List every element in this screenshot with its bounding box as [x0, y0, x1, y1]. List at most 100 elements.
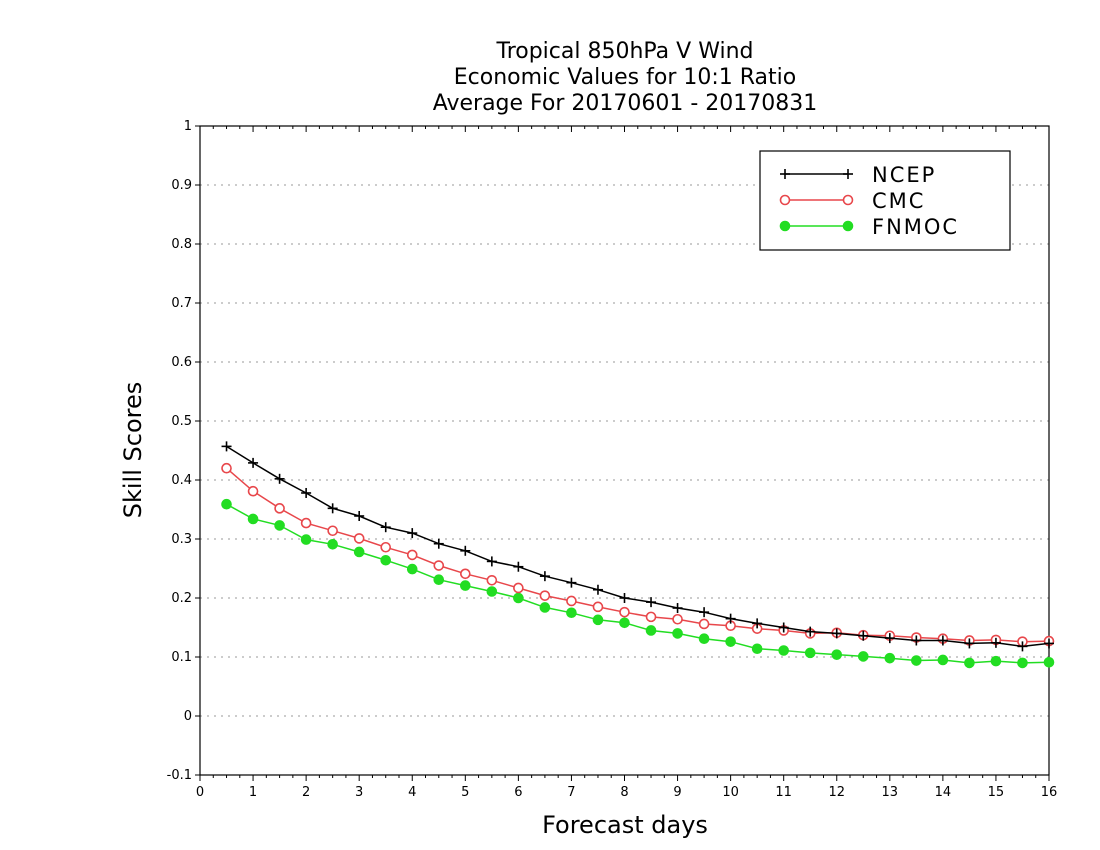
- x-tick-label: 15: [988, 785, 1005, 800]
- data-point-cmc: [380, 541, 392, 553]
- data-point-fnmoc: [964, 657, 975, 669]
- data-point-fnmoc: [911, 655, 922, 666]
- data-point-fnmoc: [672, 628, 683, 639]
- data-point-cmc: [672, 613, 683, 625]
- legend-marker-fnmoc: [842, 220, 854, 232]
- data-point-ncep: [380, 522, 391, 533]
- data-point-cmc: [619, 606, 630, 618]
- data-point-cmc: [486, 574, 498, 586]
- series-cmc: [221, 462, 1055, 647]
- data-point-ncep: [539, 571, 550, 582]
- data-point-ncep: [858, 630, 869, 641]
- data-point-ncep: [699, 607, 710, 618]
- x-tick-label: 2: [302, 785, 310, 800]
- data-point-fnmoc: [513, 592, 524, 604]
- data-point-cmc: [539, 590, 551, 601]
- y-tick-label: 0.1: [171, 650, 192, 665]
- x-tick-label: 14: [935, 785, 952, 800]
- data-point-ncep: [327, 503, 338, 514]
- data-point-ncep: [433, 538, 444, 549]
- data-point-ncep: [221, 441, 232, 452]
- legend-marker-cmc: [842, 194, 854, 206]
- y-tick-label: 0.6: [171, 355, 192, 370]
- data-point-ncep: [805, 626, 816, 637]
- data-point-fnmoc: [1043, 657, 1055, 668]
- x-tick-label: 8: [620, 785, 628, 800]
- legend-label-ncep: NCEP: [872, 163, 936, 187]
- data-point-ncep: [407, 528, 418, 539]
- chart-title-line-3: Average For 20170601 - 20170831: [433, 91, 818, 116]
- x-tick-label: 10: [722, 785, 739, 800]
- data-point-fnmoc: [353, 546, 365, 558]
- series-line-fnmoc: [226, 503, 1050, 664]
- data-point-ncep: [964, 638, 975, 649]
- data-point-cmc: [645, 611, 657, 623]
- y-tick-label: 0.7: [171, 296, 192, 311]
- y-tick-label: 1: [184, 119, 192, 134]
- data-point-fnmoc: [247, 513, 259, 525]
- data-point-fnmoc: [486, 586, 498, 597]
- x-tick-label: 4: [408, 785, 416, 800]
- data-point-fnmoc: [698, 633, 710, 645]
- data-point-ncep: [752, 618, 763, 629]
- x-tick-label: 5: [461, 785, 469, 800]
- x-axis-label: Forecast days: [542, 811, 708, 839]
- y-tick-label: 0: [184, 709, 192, 724]
- axes: -0.100.10.20.30.40.50.60.70.80.910 1 2 3 4 5 6…: [167, 119, 1058, 800]
- series-fnmoc: [221, 498, 1055, 669]
- data-point-ncep: [513, 561, 524, 572]
- data-point-fnmoc: [831, 649, 843, 660]
- legend-marker-cmc: [779, 194, 791, 206]
- data-point-fnmoc: [804, 647, 816, 659]
- x-tick-label: 7: [567, 785, 575, 800]
- data-point-ncep: [354, 510, 365, 521]
- data-point-fnmoc: [857, 651, 869, 662]
- data-point-fnmoc: [1017, 657, 1028, 669]
- data-point-ncep: [911, 635, 922, 646]
- x-tick-label: 1: [249, 785, 257, 800]
- y-tick-label: 0.9: [171, 178, 192, 193]
- legend-label-fnmoc: FNMOC: [872, 215, 959, 239]
- series-line-cmc: [226, 467, 1050, 643]
- data-point-fnmoc: [433, 574, 445, 586]
- x-tick-label: 0: [196, 785, 204, 800]
- x-tick-label: 6: [514, 785, 522, 800]
- legend-label-cmc: CMC: [872, 189, 925, 213]
- data-point-cmc: [300, 517, 312, 529]
- y-tick-label: 0.8: [171, 237, 192, 252]
- data-point-ncep: [592, 584, 603, 595]
- series-layer: [221, 441, 1055, 669]
- data-point-fnmoc: [566, 607, 577, 619]
- x-tick-label: 12: [828, 785, 845, 800]
- data-point-cmc: [327, 525, 338, 537]
- data-point-fnmoc: [406, 563, 418, 575]
- data-point-ncep: [778, 622, 789, 633]
- data-point-cmc: [274, 503, 285, 514]
- data-point-ncep: [460, 545, 471, 556]
- data-point-ncep: [619, 593, 630, 603]
- data-point-fnmoc: [221, 498, 232, 510]
- data-point-ncep: [646, 597, 657, 608]
- data-point-ncep: [301, 487, 312, 498]
- data-point-cmc: [433, 560, 445, 571]
- legend-marker-fnmoc: [779, 220, 791, 232]
- data-point-cmc: [592, 601, 604, 613]
- data-point-cmc: [221, 462, 232, 474]
- chart-title-line-2: Economic Values for 10:1 Ratio: [454, 65, 796, 90]
- legend-marker-ncep: [843, 169, 853, 179]
- data-point-fnmoc: [778, 645, 789, 656]
- data-point-fnmoc: [274, 520, 285, 531]
- y-tick-label: 0.3: [171, 532, 192, 547]
- x-tick-label: 11: [775, 785, 792, 800]
- y-axis-label: Skill Scores: [119, 382, 147, 519]
- y-tick-label: 0.2: [171, 591, 192, 606]
- y-tick-label: -0.1: [167, 768, 192, 783]
- x-tick-label: 13: [882, 785, 899, 800]
- data-point-cmc: [566, 595, 577, 607]
- data-point-fnmoc: [460, 580, 471, 591]
- x-tick-label: 9: [673, 785, 681, 800]
- data-point-fnmoc: [380, 554, 392, 566]
- chart-title-line-1: Tropical 850hPa V Wind: [495, 39, 753, 64]
- data-point-fnmoc: [725, 636, 736, 647]
